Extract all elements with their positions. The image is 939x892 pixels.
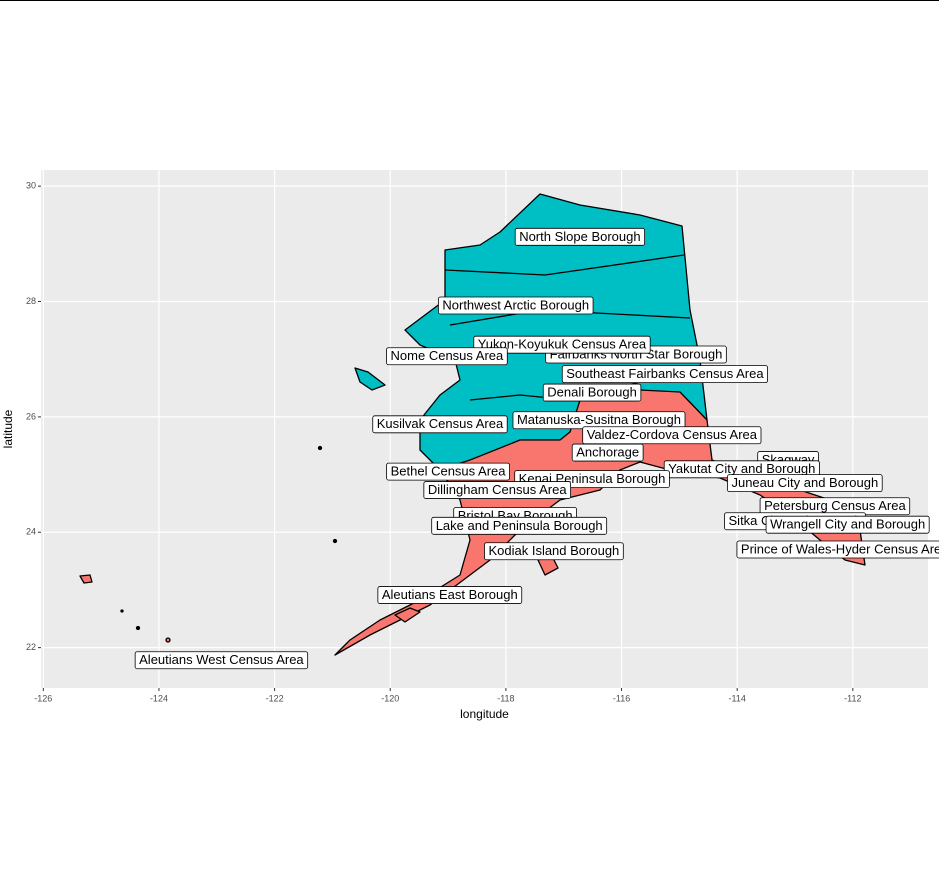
label-text: Lake and Peninsula Borough — [436, 518, 603, 533]
label-box — [437, 296, 594, 315]
island — [79, 574, 93, 584]
label-box — [561, 365, 768, 384]
label-text: Anchorage — [576, 445, 639, 460]
y-tick-label: 30 — [26, 181, 36, 191]
label-box — [514, 227, 646, 246]
label-box — [727, 474, 883, 493]
region-label: Aleutians East Borough — [377, 586, 523, 604]
label-box — [431, 516, 608, 535]
label-text: Aleutians East Borough — [382, 587, 518, 602]
region-label: Matanuska-Susitna Borough — [512, 411, 686, 430]
label-box — [736, 540, 939, 559]
y-axis-title: latitude — [1, 409, 15, 448]
x-tick-label: -116 — [613, 693, 630, 703]
region-label: North Slope Borough — [514, 227, 646, 246]
island — [165, 637, 171, 643]
labels: North Slope Borough Northwest Arctic Boro… — [134, 227, 939, 670]
axes: -126 -124 -122 -120 -118 -116 -114 -112 22 24 26 28… — [1, 181, 861, 722]
y-tick-label: 28 — [26, 296, 36, 306]
label-box — [372, 415, 508, 434]
label-text: Nome Census Area — [391, 348, 504, 363]
label-text: Wrangell City and Borough — [770, 517, 925, 532]
label-text: Petersburg Census Area — [764, 498, 906, 513]
region-label: Anchorage — [571, 443, 644, 462]
region-label: Petersburg Census Area — [759, 497, 911, 516]
island — [394, 607, 421, 623]
label-box — [582, 426, 762, 445]
island — [135, 625, 141, 631]
region-label: Northwest Arctic Borough — [437, 296, 594, 315]
island — [354, 367, 386, 391]
x-tick-label: -112 — [844, 693, 861, 703]
label-text: Prince of Wales-Hyder Census Area — [741, 541, 939, 556]
x-tick-label: -120 — [381, 693, 399, 703]
label-box — [542, 383, 642, 402]
label-text: Southeast Fairbanks Census Area — [566, 366, 764, 381]
label-box — [377, 586, 523, 604]
x-tick-label: -114 — [729, 693, 746, 703]
x-tick-label: -118 — [497, 693, 514, 703]
label-text: Northwest Arctic Borough — [442, 297, 589, 312]
label-text: Valdez-Cordova Census Area — [587, 427, 758, 442]
label-text: Bethel Census Area — [391, 464, 507, 479]
region-label: Denali Borough — [542, 383, 642, 402]
y-tick-label: 22 — [26, 642, 36, 652]
region-label: Dillingham Census Area — [423, 481, 571, 499]
label-text: Denali Borough — [547, 385, 637, 400]
y-tick-label: 26 — [26, 411, 36, 421]
region-label: Aleutians West Census Area — [134, 651, 309, 670]
x-tick-label: -124 — [150, 693, 168, 703]
region-label: Yakutat City and Borough — [663, 460, 820, 479]
y-tick-label: 24 — [26, 527, 36, 537]
region-label: Kusilvak Census Area — [372, 415, 508, 434]
region-label: Juneau City and Borough — [727, 474, 883, 493]
region-label: Yukon-Koyukuk Census Area — [473, 335, 651, 354]
region-border — [444, 254, 685, 276]
label-text: Yukon-Koyukuk Census Area — [478, 337, 647, 352]
label-box — [386, 462, 510, 481]
region-label: Lake and Peninsula Borough — [431, 516, 608, 535]
label-box — [134, 651, 309, 670]
region-label: Southeast Fairbanks Census Area — [561, 365, 768, 384]
island — [120, 609, 124, 613]
label-box — [571, 443, 644, 462]
region-label: Kodiak Island Borough — [484, 542, 624, 561]
label-text: Dillingham Census Area — [428, 482, 568, 497]
label-box — [423, 481, 571, 499]
island — [332, 538, 338, 544]
label-box — [484, 542, 624, 561]
region-label: Wrangell City and Borough — [765, 515, 930, 534]
label-text: Matanuska-Susitna Borough — [517, 412, 681, 427]
x-tick-label: -122 — [266, 693, 284, 703]
label-box — [473, 335, 651, 354]
region-label: Prince of Wales-Hyder Census Area — [736, 540, 939, 559]
label-box — [386, 347, 508, 366]
region-label: Bethel Census Area — [386, 462, 510, 481]
region-label: Nome Census Area — [386, 347, 508, 366]
island — [317, 445, 323, 451]
x-axis-title: longitude — [460, 707, 509, 721]
label-text: North Slope Borough — [519, 229, 640, 244]
x-tick-label: -126 — [34, 693, 52, 703]
label-text: Kusilvak Census Area — [377, 416, 504, 431]
label-box — [765, 515, 930, 534]
label-text: Yakutat City and Borough — [668, 461, 815, 476]
region-label: Valdez-Cordova Census Area — [582, 426, 762, 445]
label-text: Aleutians West Census Area — [139, 652, 304, 667]
label-text: Juneau City and Borough — [731, 475, 878, 490]
label-text: Kodiak Island Borough — [488, 543, 619, 558]
